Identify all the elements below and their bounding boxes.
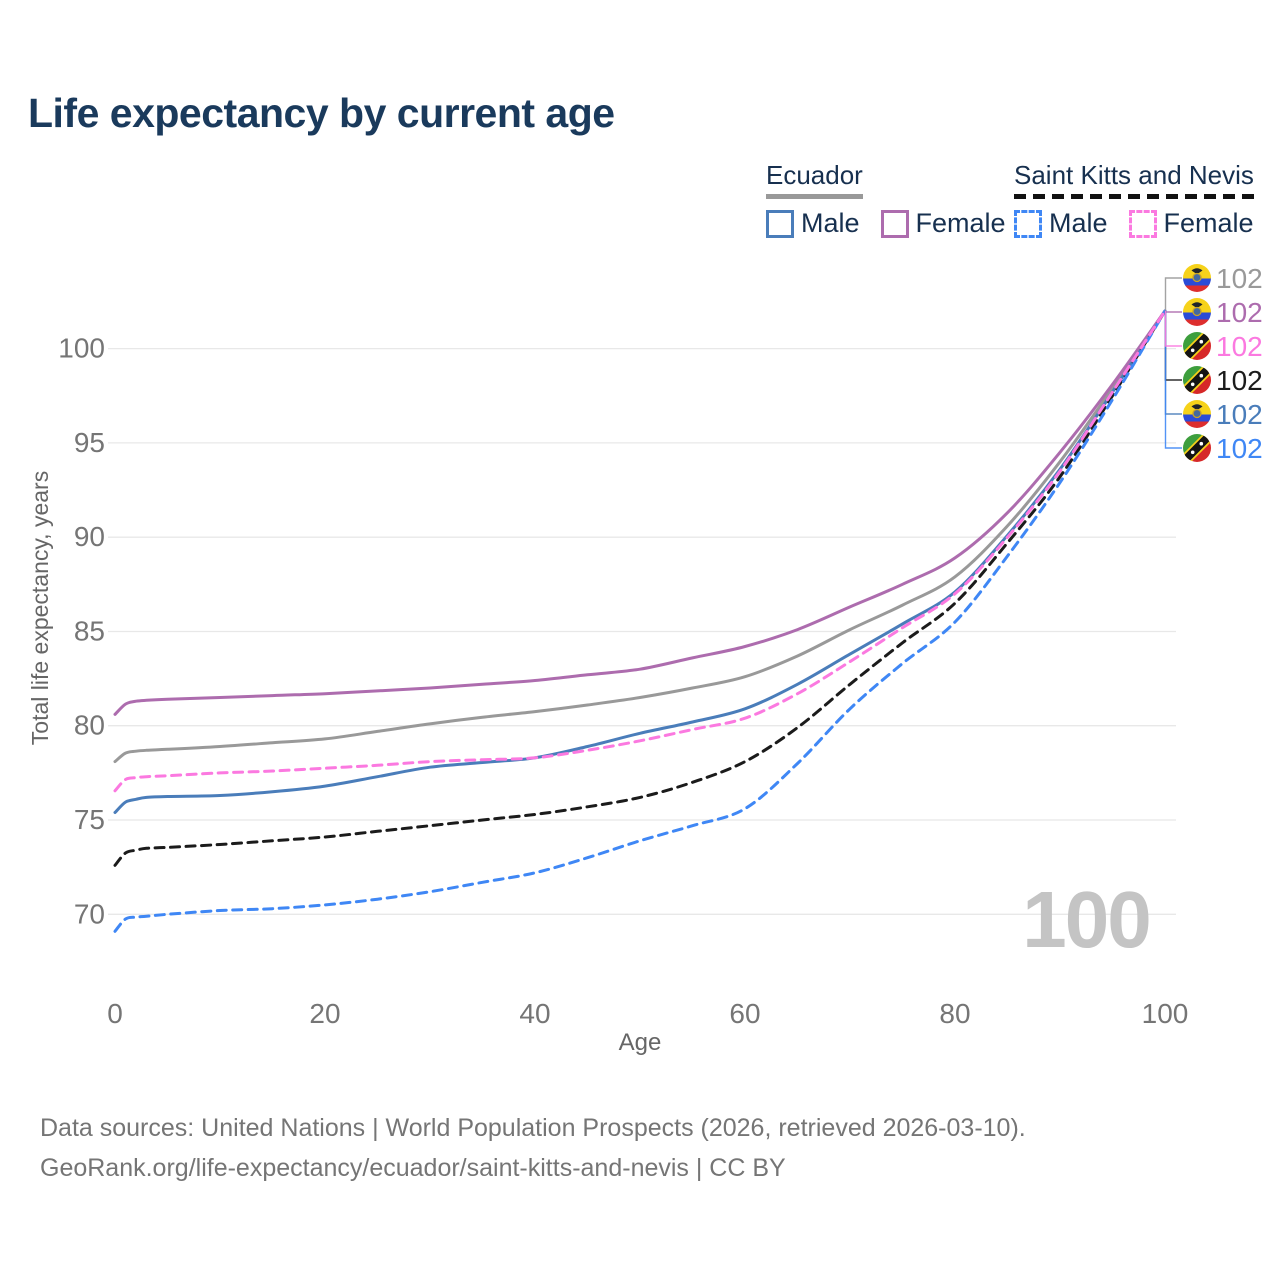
swatch-skn-male	[1014, 209, 1042, 238]
y-tick-label: 85	[74, 616, 105, 647]
ecuador-flag-icon	[1183, 298, 1211, 326]
saint-kitts-nevis-flag-icon	[1183, 434, 1211, 462]
legend-item-skn-female: Female	[1128, 208, 1254, 239]
x-tick-label: 0	[107, 998, 123, 1029]
legend-item-ecuador-male: Male	[766, 208, 860, 239]
saint-kitts-nevis-flag-icon	[1183, 332, 1211, 360]
x-tick-label: 80	[939, 998, 970, 1029]
legend-underline-solid	[766, 194, 863, 199]
end-value-label-ecuador-male: 102	[1216, 399, 1263, 430]
footer-sources: Data sources: United Nations | World Pop…	[40, 1114, 1026, 1142]
legend-group-ecuador: Ecuador Male Female	[766, 160, 1006, 239]
y-tick-label: 75	[74, 804, 105, 835]
legend-label: Male	[1049, 208, 1108, 238]
label-connector	[1164, 277, 1182, 311]
end-value-label-saint-kitts-and-nevis-male: 102	[1216, 433, 1263, 464]
y-tick-label: 90	[74, 521, 105, 552]
label-connector	[1164, 310, 1182, 415]
legend-group-saint-kitts-nevis: Saint Kitts and Nevis Male Female	[1014, 160, 1254, 239]
legend-title-saint-kitts-nevis: Saint Kitts and Nevis	[1014, 160, 1254, 190]
series-line-saint-kitts-and-nevis-female	[113, 309, 1167, 793]
label-connector	[1164, 310, 1182, 347]
ecuador-flag-icon	[1183, 400, 1211, 428]
y-tick-label: 80	[74, 710, 105, 741]
legend-item-skn-male: Male	[1014, 208, 1108, 239]
end-value-label-saint-kitts-and-nevis-female: 102	[1216, 331, 1263, 362]
footer: Data sources: United Nations | World Pop…	[40, 1108, 1026, 1188]
legend-header-saint-kitts-nevis: Saint Kitts and Nevis	[1014, 160, 1254, 199]
legend-label: Male	[801, 208, 860, 238]
y-tick-label: 100	[58, 333, 105, 364]
end-value-label-ecuador-female: 102	[1216, 297, 1263, 328]
legend-underline-dashed	[1014, 194, 1254, 199]
series-line-ecuador-male	[113, 309, 1167, 814]
ecuador-flag-icon	[1183, 264, 1211, 292]
saint-kitts-nevis-flag-icon	[1183, 366, 1211, 394]
footer-attribution: GeoRank.org/life-expectancy/ecuador/sain…	[40, 1154, 786, 1182]
label-connector	[1164, 310, 1182, 313]
x-tick-label: 60	[729, 998, 760, 1029]
x-axis-title: Age	[619, 1029, 662, 1056]
series-line-ecuador-female	[113, 309, 1167, 716]
end-value-label-saint-kitts-and-nevis-both-sexes: 102	[1216, 365, 1263, 396]
series-line-saint-kitts-and-nevis-both-sexes	[113, 309, 1167, 867]
end-value-label-ecuador-both-sexes: 102	[1216, 263, 1263, 294]
swatch-skn-female	[1128, 209, 1157, 238]
legend-label: Female	[915, 208, 1006, 238]
y-tick-label: 70	[74, 898, 105, 929]
series-line-ecuador-both-sexes	[113, 309, 1167, 764]
y-axis-title: Total life expectancy, years	[27, 471, 53, 745]
series-line-saint-kitts-and-nevis-male	[113, 309, 1167, 933]
legend-title-ecuador: Ecuador	[766, 160, 863, 190]
swatch-ecuador-male	[766, 209, 794, 238]
y-tick-label: 95	[74, 427, 105, 458]
watermark: 100	[1022, 875, 1149, 964]
label-connector	[1164, 310, 1182, 449]
legend-header-ecuador: Ecuador	[766, 160, 863, 199]
x-tick-label: 20	[309, 998, 340, 1029]
swatch-ecuador-female	[880, 209, 909, 238]
legend-item-ecuador-female: Female	[880, 208, 1006, 239]
chart-title: Life expectancy by current age	[28, 90, 615, 136]
x-tick-label: 100	[1142, 998, 1189, 1029]
legend-label: Female	[1163, 208, 1254, 238]
x-tick-label: 40	[519, 998, 550, 1029]
